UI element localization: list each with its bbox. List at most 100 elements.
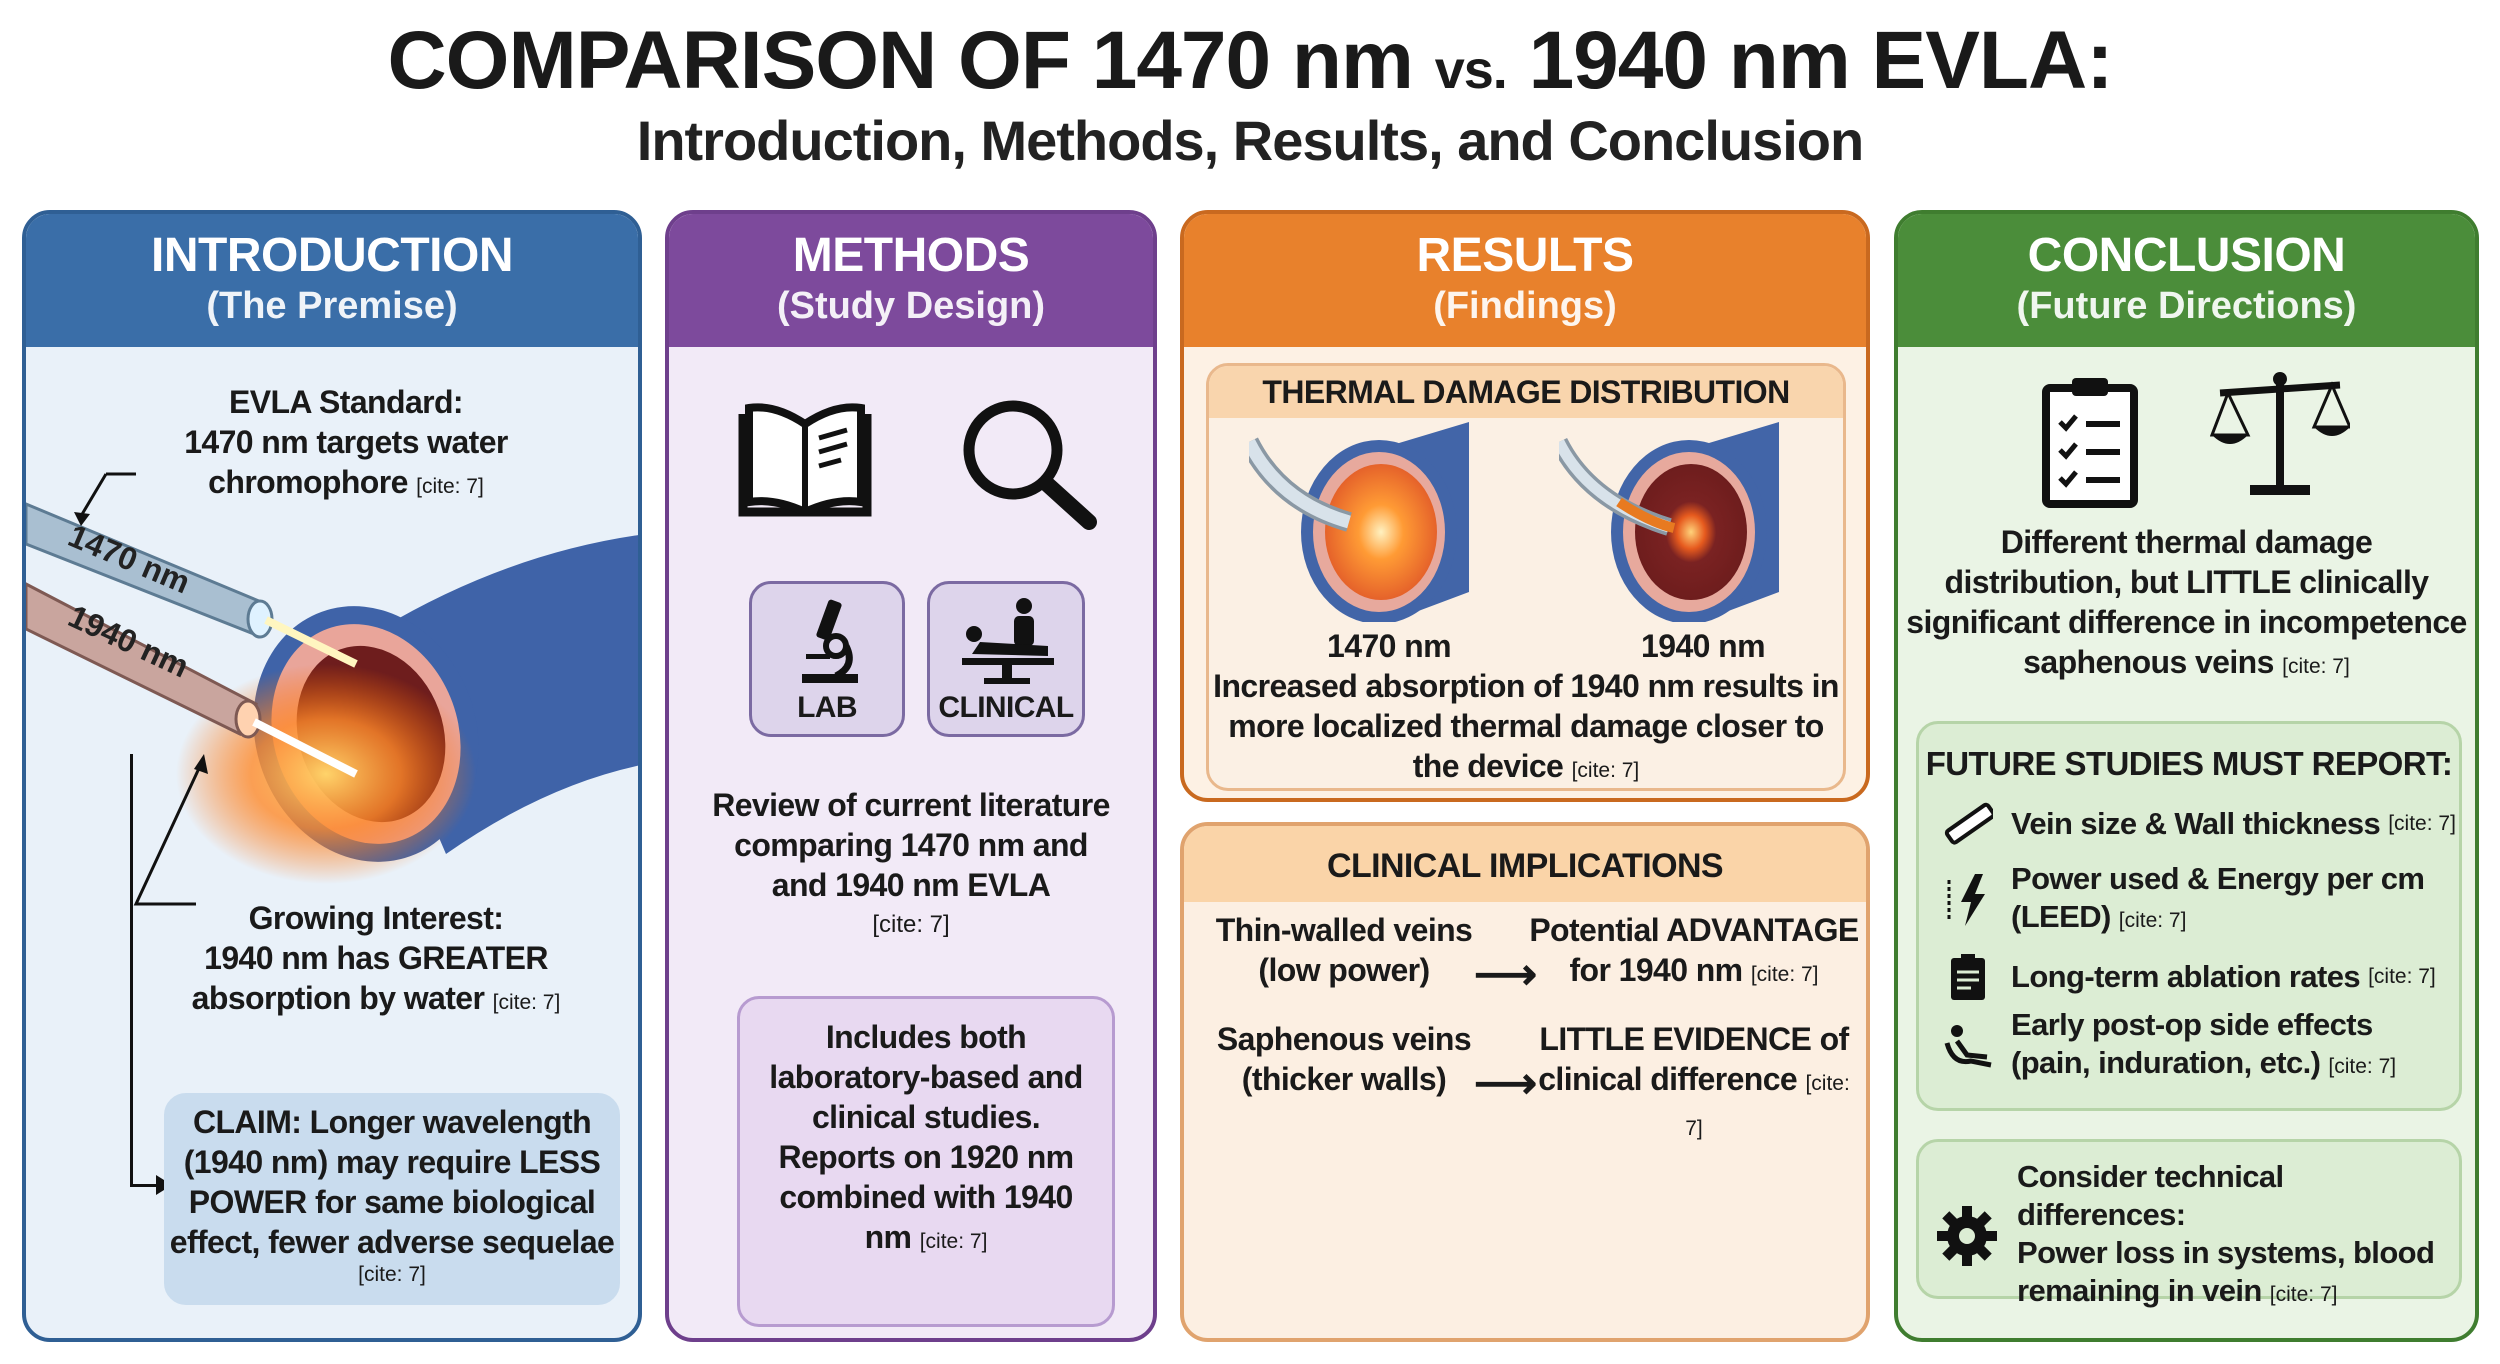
book-icon xyxy=(738,403,872,517)
text-line: nm xyxy=(864,1219,912,1255)
title-part: COMPARISON OF 1470 nm xyxy=(387,15,1435,106)
methods-subtitle: (Study Design) xyxy=(776,285,1046,327)
results-header: RESULTS (Findings) xyxy=(1184,214,1866,347)
text-line: Power used & Energy per cm xyxy=(2011,861,2425,896)
clinical-implications-panel: CLINICAL IMPLICATIONS Thin-walled veins … xyxy=(1180,822,1870,1342)
text-line: (pain, induration, etc.) xyxy=(2011,1045,2321,1080)
citation: [cite: 7] xyxy=(2282,655,2350,678)
text-line: comparing 1470 nm and xyxy=(734,827,1088,863)
growing-interest-text: Growing Interest: 1940 nm has GREATER ab… xyxy=(146,898,606,1023)
ruler-icon xyxy=(1944,802,1993,845)
arrow-right-icon: ⟶ xyxy=(1474,1059,1538,1108)
text-line: chromophore xyxy=(208,464,408,500)
citation: [cite: 7] xyxy=(492,991,561,1014)
label-1470: 1470 nm xyxy=(1327,628,1451,664)
text-line: Increased absorption of 1940 nm results … xyxy=(1213,668,1839,704)
row-2-right: LITTLE EVIDENCE of clinical difference [… xyxy=(1529,1019,1859,1149)
clinical-implications-title: CLINICAL IMPLICATIONS xyxy=(1184,826,1866,902)
conclusion-header: CONCLUSION (Future Directions) xyxy=(1898,214,2475,347)
text-line: Early post-op side effects xyxy=(2011,1007,2373,1042)
citation: [cite: 7] xyxy=(1750,963,1819,986)
citation: [cite: 7] xyxy=(1685,1072,1850,1140)
results-title: RESULTS xyxy=(1416,229,1634,282)
text-line: Potential ADVANTAGE xyxy=(1529,912,1859,948)
text-line: 1940 nm has GREATER xyxy=(204,940,548,976)
evla-standard-text: EVLA Standard: 1470 nm targets water chr… xyxy=(146,382,546,507)
claim-box: CLAIM: Longer wavelength (1940 nm) may r… xyxy=(164,1093,620,1305)
text-line: LITTLE EVIDENCE of xyxy=(1539,1021,1849,1057)
methods-header: METHODS (Study Design) xyxy=(669,214,1153,347)
technical-differences-box: Consider technical differences: Power lo… xyxy=(1916,1139,2462,1308)
clipboard-icon xyxy=(1951,954,1985,1000)
citation: [cite: 7] xyxy=(416,475,484,498)
includes-box: Includes both laboratory-based and clini… xyxy=(737,996,1115,1327)
lightning-icon xyxy=(1947,874,1985,926)
text-line: Saphenous veins xyxy=(1216,1021,1472,1057)
text-line: Thin-walled veins xyxy=(1215,912,1473,948)
magnifier-icon xyxy=(963,400,1097,530)
methods-panel: METHODS (Study Design) LAB CLINICAL Revi… xyxy=(665,210,1157,1342)
clinical-box: CLINICAL xyxy=(927,581,1085,737)
future-item: Vein size & Wall thickness [cite: 7] xyxy=(1943,802,2456,846)
text-line: Long-term ablation rates xyxy=(2011,959,2361,994)
future-item: Early post-op side effects (pain, indurat… xyxy=(1943,1006,2396,1086)
text-line: for 1940 nm xyxy=(1569,952,1743,988)
text-line: Power loss in systems, blood xyxy=(2017,1235,2435,1270)
connector-line xyxy=(130,1184,160,1187)
methods-title: METHODS xyxy=(792,229,1030,282)
introduction-subtitle: (The Premise) xyxy=(206,285,458,327)
text-line: POWER for same biological xyxy=(188,1184,596,1220)
lab-box: LAB xyxy=(749,581,905,737)
technical-item: Consider technical differences: Power lo… xyxy=(1935,1158,2459,1314)
text-line: Vein size & Wall thickness xyxy=(2011,806,2381,841)
introduction-panel: INTRODUCTION (The Premise) EVLA Standard… xyxy=(22,210,642,1342)
text-line: EVLA Standard: xyxy=(229,384,464,420)
introduction-title: INTRODUCTION xyxy=(151,229,513,282)
text-line: absorption by water xyxy=(191,980,485,1016)
future-studies-box: FUTURE STUDIES MUST REPORT: Vein size & … xyxy=(1916,721,2462,1111)
text-line: the device xyxy=(1412,748,1564,784)
citation: [cite: 7] xyxy=(872,911,950,938)
text-line: CLAIM: Longer wavelength xyxy=(192,1104,592,1140)
text-line: remaining in vein xyxy=(2017,1273,2262,1308)
text-line: 1470 nm targets water xyxy=(184,424,508,460)
text-line: Consider technical differences: xyxy=(2017,1159,2284,1232)
citation: [cite: 7] xyxy=(358,1263,426,1286)
citation: [cite: 7] xyxy=(2118,909,2187,932)
results-panel: RESULTS (Findings) THERMAL DAMAGE DISTRI… xyxy=(1180,210,1870,802)
patient-bed-icon xyxy=(962,598,1054,684)
conclusion-summary: Different thermal damage distribution, b… xyxy=(1898,522,2475,687)
text-line: effect, fewer adverse sequelae xyxy=(169,1224,615,1260)
title-part: 1940 nm EVLA: xyxy=(1506,15,2114,106)
text-line: Reports on 1920 nm xyxy=(778,1139,1074,1175)
text-line: and 1940 nm EVLA xyxy=(771,867,1051,903)
text-line: Different thermal damage xyxy=(2000,524,2373,560)
fiber-vein-illustration: 1470 nm 1940 nm xyxy=(26,472,638,906)
text-line: Review of current literature xyxy=(712,787,1110,823)
connector-line xyxy=(130,754,133,1186)
text-line: Includes both xyxy=(825,1019,1027,1055)
citation: [cite: 7] xyxy=(1571,759,1640,782)
text-line: saphenous veins xyxy=(2023,644,2274,680)
text-line: (low power) xyxy=(1258,952,1430,988)
text-line: distribution, but LITTLE clinically xyxy=(1944,564,2430,600)
citation: [cite: 7] xyxy=(919,1230,988,1253)
arrow-right-icon: ⟶ xyxy=(1474,950,1538,999)
label-1940: 1940 nm xyxy=(1641,628,1765,664)
future-item: Power used & Energy per cm (LEED) [cite: … xyxy=(1943,860,2425,940)
citation: [cite: 7] xyxy=(2388,812,2456,835)
lab-label: LAB xyxy=(797,691,857,724)
conclusion-panel: CONCLUSION (Future Directions) Different… xyxy=(1894,210,2479,1342)
text-line: clinical studies. xyxy=(811,1099,1041,1135)
vein-1940-illustration xyxy=(1559,422,1779,622)
page-title: COMPARISON OF 1470 nm vs. 1940 nm EVLA: xyxy=(0,14,2500,108)
reclining-patient-icon xyxy=(1944,1025,1992,1068)
title-vs: vs. xyxy=(1434,40,1508,100)
clipboard-checklist-icon xyxy=(2042,378,2138,508)
citation: [cite: 7] xyxy=(2328,1055,2397,1078)
microscope-icon xyxy=(802,599,858,683)
conclusion-title: CONCLUSION xyxy=(2027,229,2346,282)
review-text: Review of current literature comparing 1… xyxy=(669,785,1153,945)
thermal-damage-title: THERMAL DAMAGE DISTRIBUTION xyxy=(1209,366,1843,418)
text-line: (1940 nm) may require LESS xyxy=(183,1144,601,1180)
